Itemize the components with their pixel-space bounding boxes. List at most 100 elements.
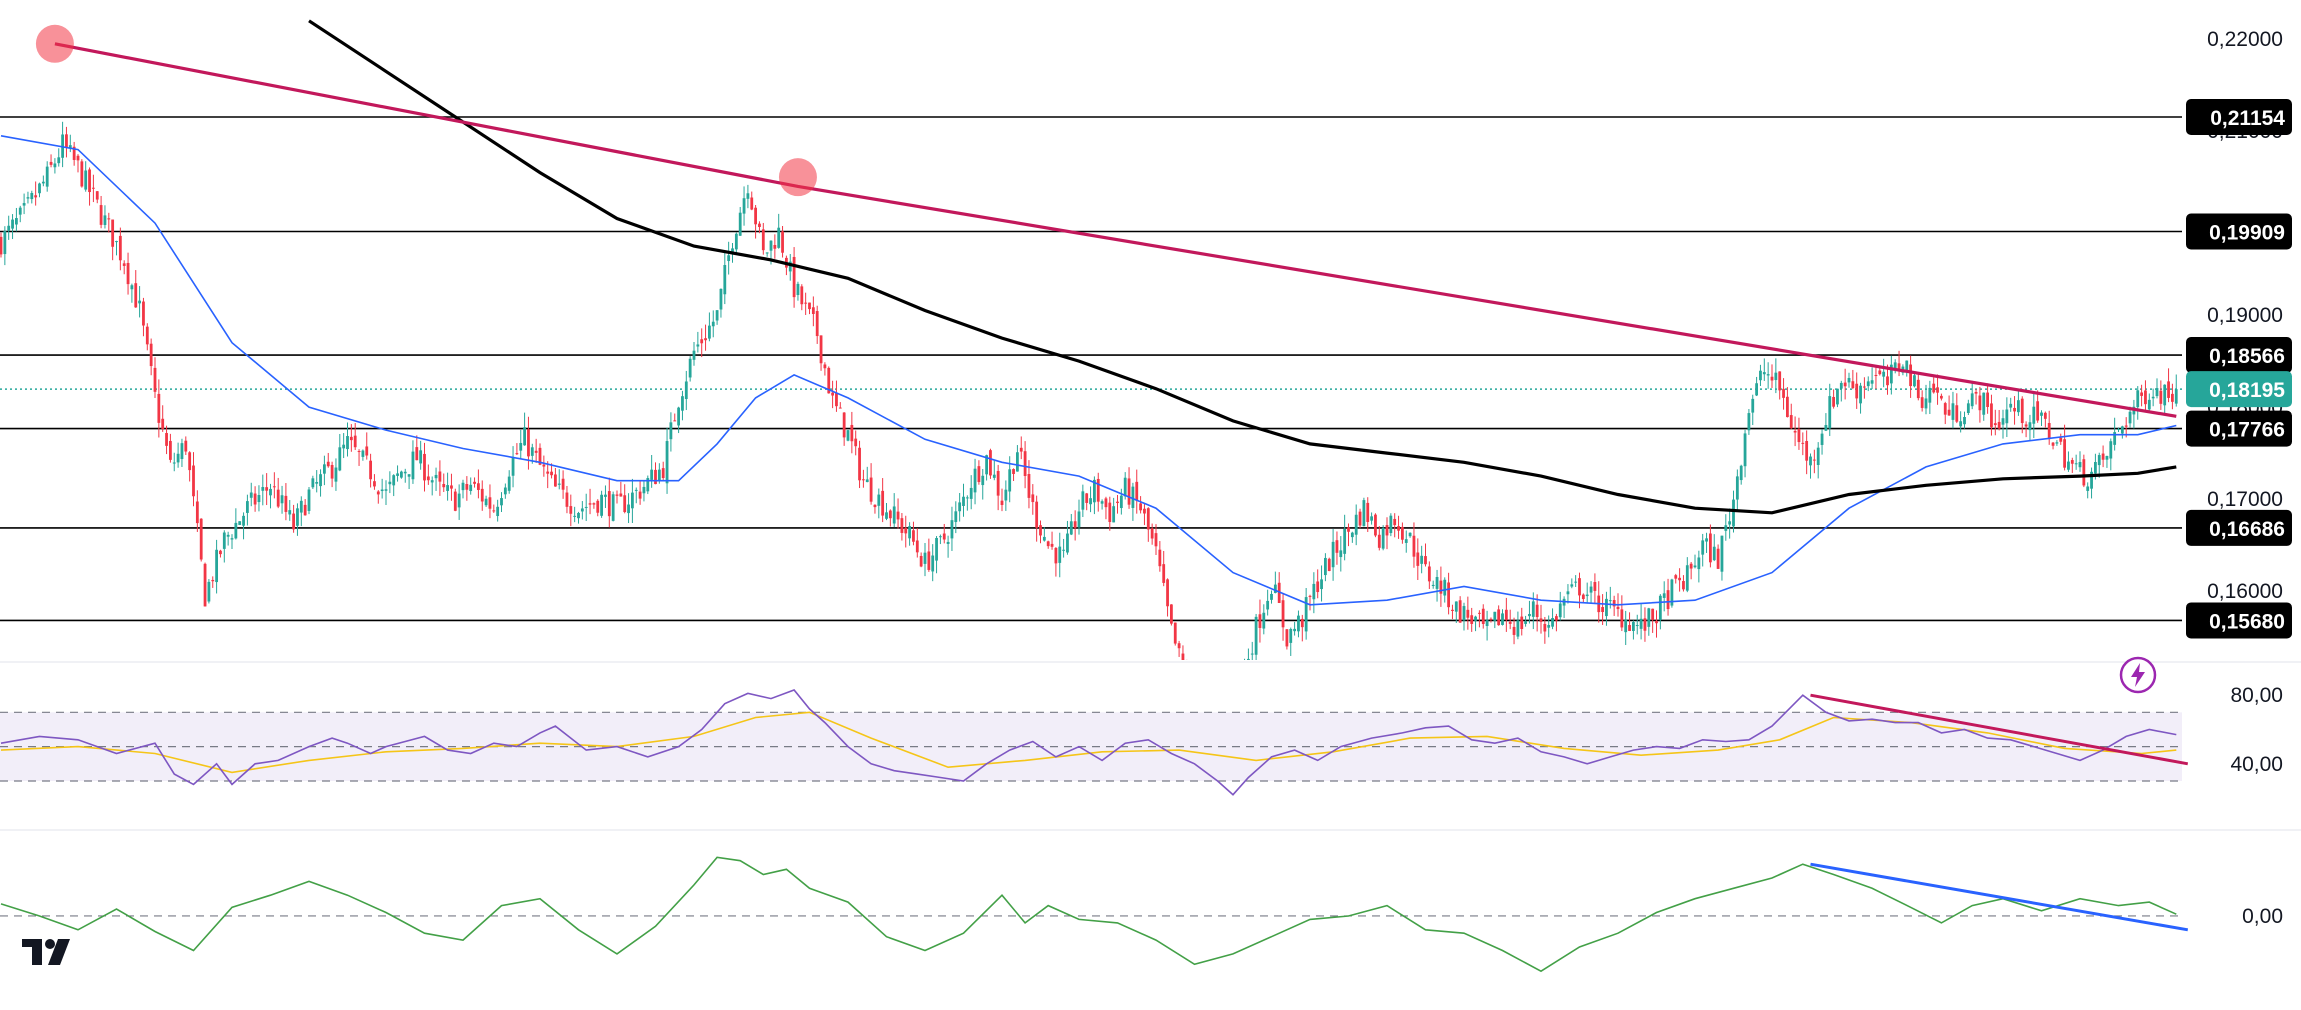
candle [939, 536, 942, 538]
candle [1054, 547, 1058, 564]
candle [1755, 383, 1758, 396]
candle [11, 219, 14, 229]
candle [1585, 594, 1589, 597]
candle [527, 429, 530, 457]
candle [1258, 614, 1262, 628]
candle [234, 522, 238, 539]
candle [777, 227, 781, 248]
candle [1308, 595, 1312, 597]
candle [569, 506, 573, 514]
candle [869, 477, 873, 502]
candle [1235, 688, 1238, 710]
candle [2017, 400, 2020, 413]
candle [654, 469, 657, 485]
candle [184, 440, 188, 452]
candle [2074, 463, 2078, 465]
candle [1732, 499, 1735, 527]
candle [1909, 364, 1912, 387]
candle [1250, 653, 1254, 655]
candle [1524, 621, 1527, 624]
candle [1131, 486, 1135, 508]
candle [1955, 405, 1959, 422]
candle [38, 183, 41, 194]
candle [1046, 541, 1050, 547]
candle [969, 487, 973, 499]
candle [885, 512, 888, 519]
candle [492, 510, 496, 512]
candle [1004, 489, 1008, 501]
rsi-signal-line [0, 711, 2177, 774]
candle [530, 447, 534, 456]
candle [111, 219, 115, 247]
candle [738, 212, 742, 236]
rsi-trendline [1810, 693, 2189, 766]
candle [2117, 428, 2120, 430]
candle [326, 461, 330, 467]
candle [257, 495, 261, 503]
candle [627, 504, 630, 514]
candle [1093, 479, 1096, 503]
candle [600, 494, 603, 516]
candle [1535, 604, 1539, 618]
level-price-tag: 0,18566 [2186, 337, 2292, 374]
candle [1316, 581, 1320, 593]
candle [88, 169, 91, 193]
candle [1243, 665, 1246, 686]
candle [1239, 680, 1242, 693]
candle [1678, 577, 1681, 581]
candle [1362, 500, 1366, 527]
candle [565, 492, 569, 507]
candle [1270, 593, 1273, 600]
momentum-line [0, 856, 2177, 973]
candle [1928, 387, 1932, 403]
candle [2171, 393, 2174, 402]
candle [1628, 625, 1631, 631]
candle [22, 203, 26, 206]
candle [469, 484, 473, 492]
candle [1508, 621, 1512, 624]
lightning-icon[interactable] [2118, 655, 2158, 695]
candle [577, 512, 580, 519]
candle [396, 473, 399, 476]
candle [238, 521, 242, 525]
candle [1832, 396, 1835, 407]
candle [315, 481, 319, 484]
candle [1539, 618, 1543, 622]
candle [107, 218, 111, 220]
candle [288, 510, 292, 515]
sma_fast-line [0, 135, 2177, 606]
candle [1555, 616, 1558, 621]
candle [1474, 616, 1477, 621]
candle [480, 488, 484, 502]
candle [908, 526, 911, 539]
candle [1116, 501, 1119, 504]
candle [607, 491, 611, 517]
candle [638, 491, 642, 499]
candle [1470, 615, 1474, 624]
candle [796, 283, 800, 296]
candle [1855, 383, 1859, 399]
candle [442, 483, 446, 488]
candle [677, 407, 680, 426]
candle [473, 481, 476, 484]
candle [145, 326, 149, 345]
candle [1874, 374, 1878, 376]
candle [2036, 401, 2040, 421]
candle [1439, 580, 1443, 594]
candle [977, 466, 981, 483]
candle [2078, 462, 2082, 468]
candle [2090, 471, 2093, 489]
candle [1762, 372, 1766, 375]
candle [1350, 532, 1354, 538]
candle [584, 506, 588, 508]
momentum-trendline [1810, 862, 2189, 932]
candle [176, 453, 180, 463]
candle [192, 465, 195, 497]
candle [1959, 421, 1963, 427]
candle [2024, 424, 2028, 427]
candle [619, 493, 623, 497]
candle [153, 367, 157, 392]
rsi-tick-label: 80,00 [2230, 684, 2283, 707]
candle [1016, 452, 1019, 472]
price-tick-label: 0,22000 [2207, 28, 2283, 51]
